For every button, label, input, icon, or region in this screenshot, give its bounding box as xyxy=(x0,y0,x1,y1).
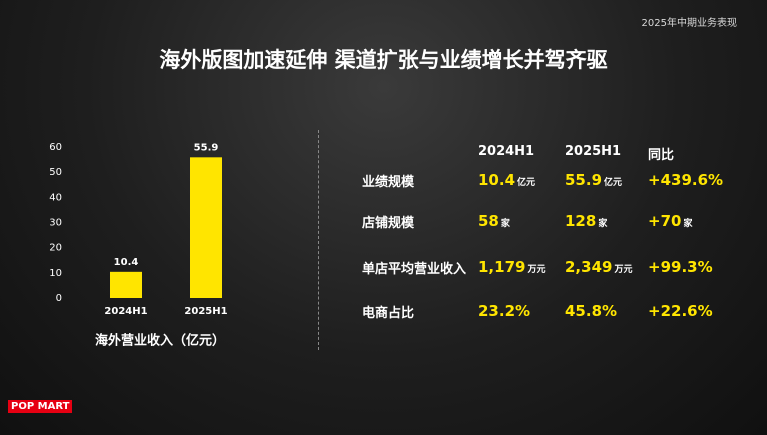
row-label: 单店平均营业收入 xyxy=(362,262,467,277)
table-cell: 55.9 亿元 xyxy=(565,170,622,189)
bar xyxy=(110,271,142,298)
cell-value: 128 xyxy=(565,212,597,230)
cell-value: +70 xyxy=(648,212,682,230)
row-label: 业绩规模 xyxy=(362,175,415,190)
chart: 0 10 20 30 40 50 60 10.4 2024H1 55.9 2025H1 海外营业收入（… xyxy=(49,142,227,349)
column-header: 2024H1 xyxy=(478,144,535,159)
y-tick-label: 0 xyxy=(56,293,62,304)
cell-value: 2,349 xyxy=(565,258,613,276)
table-cell: 45.8% xyxy=(565,301,617,320)
data-label: 10.4 xyxy=(114,257,139,268)
cell-value: +439.6% xyxy=(648,171,724,189)
cell-value: 10.4 xyxy=(478,171,516,189)
table-cell: 10.4 亿元 xyxy=(478,170,535,189)
table-cell: 128 家 xyxy=(565,211,607,230)
cell-unit: 万元 xyxy=(614,265,633,275)
cell-value: 23.2% xyxy=(478,302,531,320)
y-tick-label: 50 xyxy=(49,167,62,178)
y-tick-label: 10 xyxy=(49,268,62,279)
y-tick-label: 30 xyxy=(49,218,62,229)
cell-unit: 家 xyxy=(683,219,693,229)
column-header: 同比 xyxy=(648,148,675,163)
corner-label: 2025年中期业务表现 xyxy=(641,18,737,29)
table-cell: 23.2% xyxy=(478,301,530,320)
table-cell: +99.3% xyxy=(648,257,713,276)
cell-value: +22.6% xyxy=(648,302,713,320)
row-label: 店铺规模 xyxy=(362,216,415,231)
cell-unit: 亿元 xyxy=(517,178,536,188)
table-cell: 58 家 xyxy=(478,211,510,230)
cell-unit: 亿元 xyxy=(604,178,623,188)
divider xyxy=(318,130,319,350)
x-tick-label: 2025H1 xyxy=(184,306,227,317)
cell-unit: 家 xyxy=(598,219,608,229)
x-axis-label: 海外营业收入（亿元） xyxy=(95,333,225,349)
data-label: 55.9 xyxy=(194,142,219,153)
cell-value: 45.8% xyxy=(565,302,618,320)
cell-value: +99.3% xyxy=(648,258,713,276)
cell-value: 58 xyxy=(478,212,499,230)
table-cell: +70 家 xyxy=(648,211,692,230)
cell-value: 55.9 xyxy=(565,171,603,189)
cell-unit: 家 xyxy=(500,219,510,229)
table-cell: 1,179 万元 xyxy=(478,257,545,276)
y-tick-label: 40 xyxy=(49,192,62,203)
table-cell: 2,349 万元 xyxy=(565,257,632,276)
column-header: 2025H1 xyxy=(565,144,622,159)
cell-unit: 万元 xyxy=(527,265,546,275)
row-label: 电商占比 xyxy=(362,306,415,321)
table-cell: +439.6% xyxy=(648,170,723,189)
cell-value: 1,179 xyxy=(478,258,526,276)
slide-title: 海外版图加速延伸 渠道扩张与业绩增长并驾齐驱 xyxy=(159,48,608,72)
table-cell: +22.6% xyxy=(648,301,713,320)
brand-logo: POP MART xyxy=(8,400,73,413)
x-tick-label: 2024H1 xyxy=(104,306,147,317)
y-tick-label: 20 xyxy=(49,243,62,254)
bar xyxy=(190,157,222,298)
y-tick-label: 60 xyxy=(49,142,62,153)
